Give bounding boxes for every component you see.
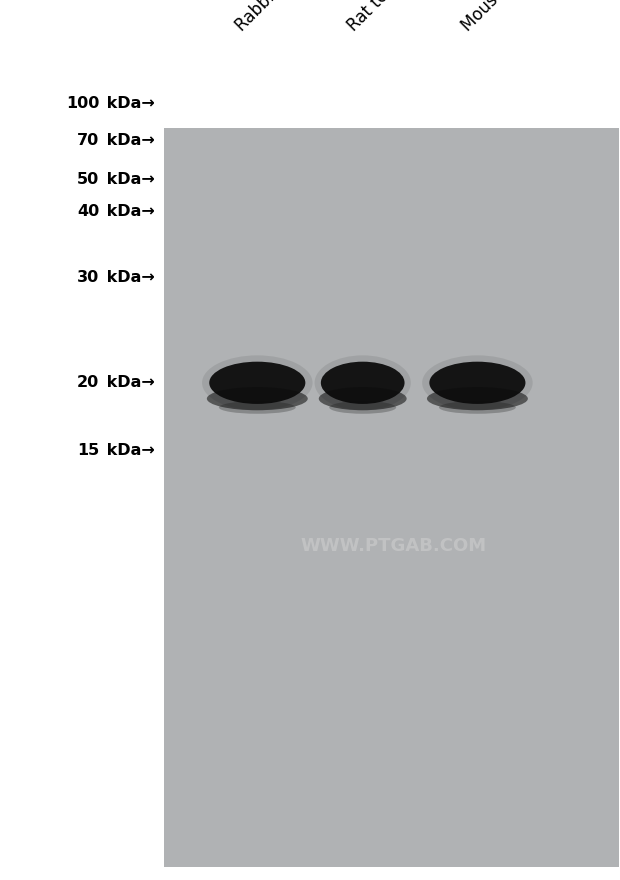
Ellipse shape <box>329 401 396 414</box>
Ellipse shape <box>429 362 526 404</box>
Text: kDa→: kDa→ <box>101 443 155 458</box>
Text: 20: 20 <box>77 375 99 391</box>
Ellipse shape <box>321 362 404 404</box>
Ellipse shape <box>202 356 312 410</box>
Text: kDa→: kDa→ <box>101 133 155 149</box>
Text: 50: 50 <box>77 172 99 187</box>
Ellipse shape <box>314 356 411 410</box>
Text: 30: 30 <box>77 269 99 285</box>
Ellipse shape <box>207 387 308 410</box>
Text: Rabbit testis: Rabbit testis <box>232 0 319 35</box>
Ellipse shape <box>439 401 516 414</box>
Ellipse shape <box>422 356 533 410</box>
Text: 40: 40 <box>77 203 99 219</box>
Ellipse shape <box>210 362 306 404</box>
Text: Rat testis: Rat testis <box>343 0 412 35</box>
Text: kDa→: kDa→ <box>101 375 155 391</box>
Text: 15: 15 <box>77 443 99 458</box>
Text: 100: 100 <box>66 96 99 112</box>
Text: 70: 70 <box>77 133 99 149</box>
Text: kDa→: kDa→ <box>101 269 155 285</box>
Bar <box>164 128 619 867</box>
Text: Mouse testis: Mouse testis <box>458 0 545 35</box>
Text: kDa→: kDa→ <box>101 96 155 112</box>
Text: WWW.PTGAB.COM: WWW.PTGAB.COM <box>301 537 487 554</box>
Text: kDa→: kDa→ <box>101 203 155 219</box>
Ellipse shape <box>219 401 296 414</box>
Text: kDa→: kDa→ <box>101 172 155 187</box>
Ellipse shape <box>427 387 528 410</box>
Ellipse shape <box>319 387 407 410</box>
